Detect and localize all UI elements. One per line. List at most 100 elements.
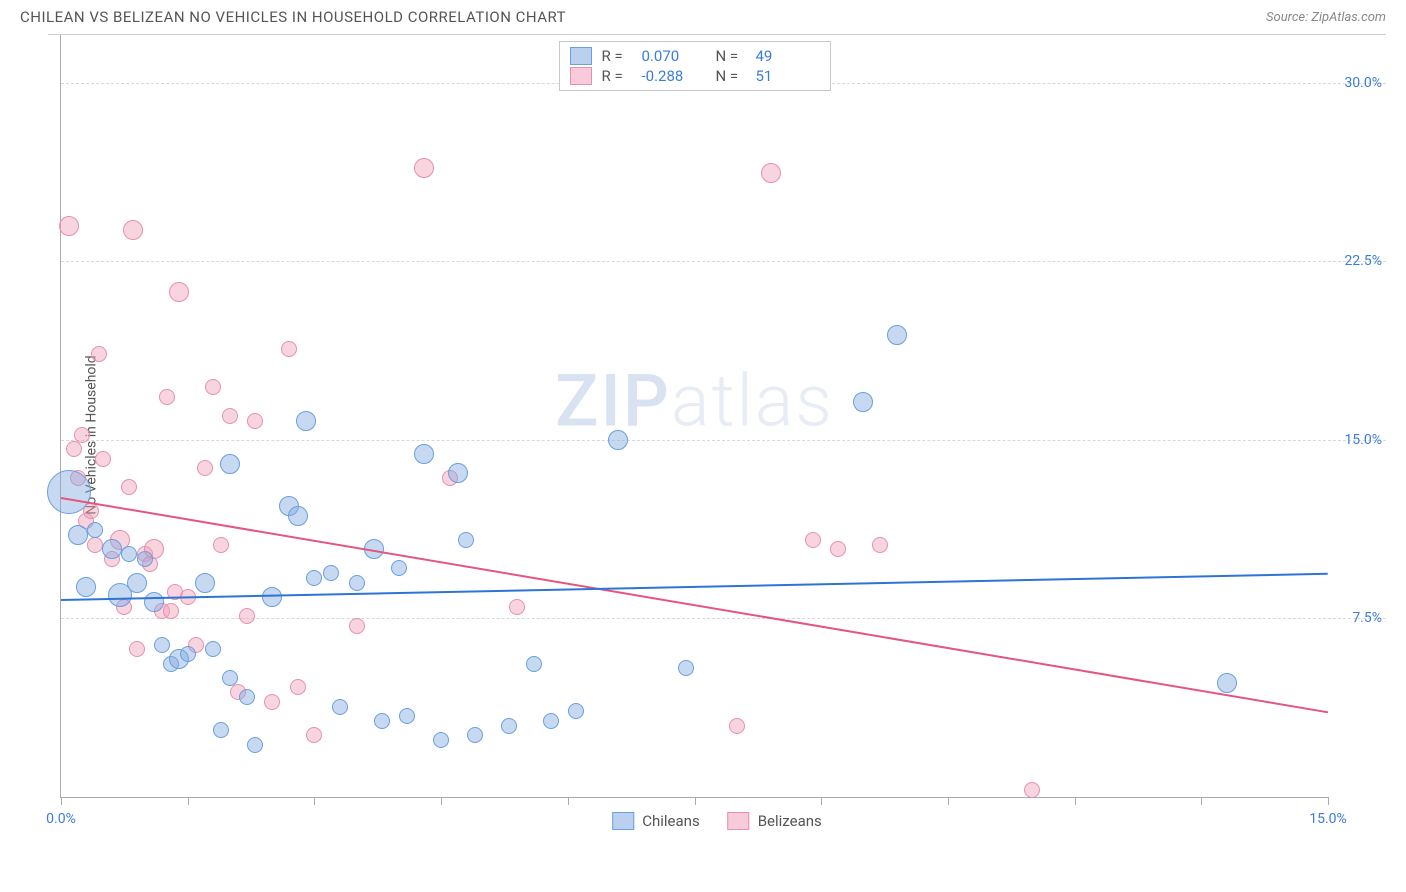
data-point-belizeans: [761, 163, 781, 183]
data-point-chileans: [222, 670, 238, 686]
x-tick: [314, 797, 315, 805]
data-point-chileans: [154, 637, 170, 653]
stat-n-chileans: 49: [756, 47, 820, 65]
legend-item-chileans: Chileans: [612, 812, 699, 830]
data-point-chileans: [76, 577, 96, 597]
data-point-chileans: [433, 732, 449, 748]
x-tick: [441, 797, 442, 805]
gridline-h: [61, 261, 1386, 262]
gridline-h: [61, 618, 1386, 619]
data-point-belizeans: [414, 158, 434, 178]
data-point-belizeans: [159, 389, 175, 405]
data-point-chileans: [391, 560, 407, 576]
y-tick-label: 7.5%: [1352, 610, 1382, 626]
data-point-chileans: [68, 525, 88, 545]
stats-row-belizeans: R = -0.288 N = 51: [570, 66, 820, 86]
data-point-chileans: [127, 573, 147, 593]
x-tick: [1328, 797, 1329, 805]
data-point-belizeans: [205, 379, 221, 395]
data-point-belizeans: [281, 341, 297, 357]
data-point-chileans: [1217, 673, 1237, 693]
y-tick-label: 30.0%: [1344, 75, 1382, 91]
data-point-chileans: [349, 575, 365, 591]
data-point-chileans: [608, 430, 628, 450]
x-tick: [61, 797, 62, 805]
data-point-chileans: [102, 539, 122, 559]
data-point-chileans: [448, 463, 468, 483]
stat-r-belizeans: -0.288: [642, 67, 706, 85]
data-point-chileans: [87, 522, 103, 538]
data-point-chileans: [47, 470, 91, 514]
x-tick: [1201, 797, 1202, 805]
data-point-belizeans: [290, 679, 306, 695]
data-point-belizeans: [163, 603, 179, 619]
data-point-belizeans: [87, 537, 103, 553]
data-point-belizeans: [74, 427, 90, 443]
data-point-belizeans: [1024, 782, 1040, 798]
x-tick: [568, 797, 569, 805]
data-point-chileans: [526, 656, 542, 672]
data-point-belizeans: [129, 641, 145, 657]
data-point-belizeans: [95, 451, 111, 467]
data-point-chileans: [195, 573, 215, 593]
data-point-chileans: [180, 646, 196, 662]
data-point-belizeans: [213, 537, 229, 553]
x-tick: [821, 797, 822, 805]
watermark: ZIPatlas: [555, 358, 834, 443]
bottom-legend: Chileans Belizeans: [612, 812, 822, 830]
stat-r-label: R =: [602, 67, 632, 85]
chart-header: CHILEAN VS BELIZEAN NO VEHICLES IN HOUSE…: [0, 0, 1406, 30]
data-point-belizeans: [169, 282, 189, 302]
data-point-chileans: [288, 506, 308, 526]
x-tick: [188, 797, 189, 805]
data-point-chileans: [205, 641, 221, 657]
stat-n-label: N =: [716, 67, 746, 85]
y-tick-label: 22.5%: [1344, 253, 1382, 269]
data-point-chileans: [568, 703, 584, 719]
data-point-chileans: [467, 727, 483, 743]
chart-title: CHILEAN VS BELIZEAN NO VEHICLES IN HOUSE…: [20, 8, 566, 26]
stat-n-label: N =: [716, 47, 746, 65]
data-point-belizeans: [729, 718, 745, 734]
gridline-h: [61, 440, 1386, 441]
data-point-chileans: [213, 722, 229, 738]
stat-n-belizeans: 51: [756, 67, 820, 85]
data-point-chileans: [144, 592, 164, 612]
trend-line-chileans: [61, 573, 1328, 601]
data-point-chileans: [262, 587, 282, 607]
data-point-chileans: [678, 660, 694, 676]
data-point-chileans: [458, 532, 474, 548]
y-tick-label: 15.0%: [1344, 432, 1382, 448]
data-point-belizeans: [239, 608, 255, 624]
swatch-belizeans: [728, 812, 750, 830]
watermark-atlas: atlas: [671, 358, 834, 443]
stat-r-label: R =: [602, 47, 632, 65]
data-point-belizeans: [222, 408, 238, 424]
stat-r-chileans: 0.070: [642, 47, 706, 65]
data-point-chileans: [220, 454, 240, 474]
swatch-chileans: [570, 47, 592, 65]
data-point-chileans: [332, 699, 348, 715]
data-point-belizeans: [349, 618, 365, 634]
trend-line-belizeans: [61, 497, 1328, 713]
data-point-belizeans: [830, 541, 846, 557]
x-tick-label: 0.0%: [46, 811, 76, 827]
legend-item-belizeans: Belizeans: [728, 812, 822, 830]
data-point-chileans: [414, 444, 434, 464]
data-point-chileans: [853, 392, 873, 412]
data-point-chileans: [239, 689, 255, 705]
plot-area: ZIPatlas R = 0.070 N = 49 R = -0.288 N =…: [60, 35, 1328, 798]
data-point-belizeans: [805, 532, 821, 548]
data-point-chileans: [121, 546, 137, 562]
swatch-belizeans: [570, 67, 592, 85]
stats-row-chileans: R = 0.070 N = 49: [570, 46, 820, 66]
x-tick-label: 15.0%: [1309, 811, 1347, 827]
data-point-chileans: [887, 325, 907, 345]
data-point-chileans: [296, 411, 316, 431]
data-point-belizeans: [509, 599, 525, 615]
x-tick: [1075, 797, 1076, 805]
data-point-chileans: [323, 565, 339, 581]
data-point-chileans: [306, 570, 322, 586]
x-tick: [695, 797, 696, 805]
data-point-belizeans: [91, 346, 107, 362]
